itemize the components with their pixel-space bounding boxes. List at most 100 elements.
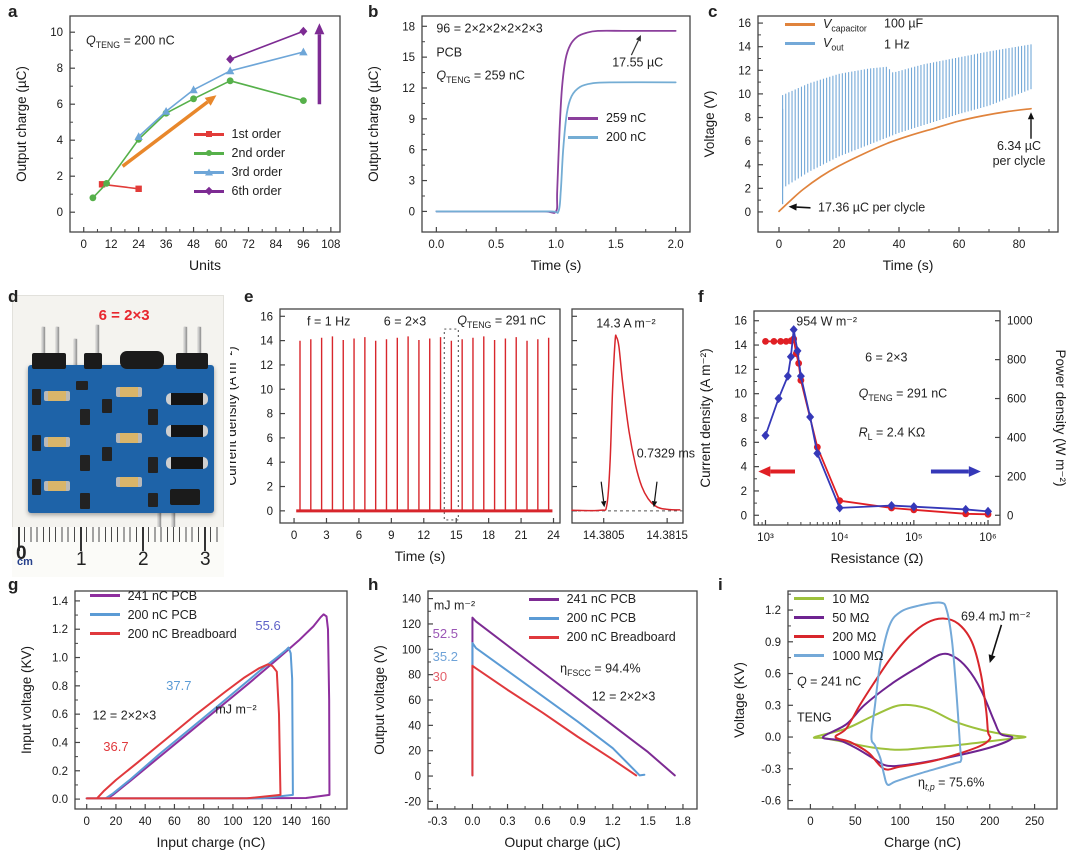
chart-annotation: 55.6 [255,618,281,634]
svg-text:0.9: 0.9 [765,637,781,649]
chart-annotation: 37.7 [166,678,192,694]
panel-letter-i: i [718,575,723,594]
svg-text:1.8: 1.8 [675,816,691,828]
panel-letter-f: f [698,287,704,306]
capacitor [116,387,142,397]
svg-text:12: 12 [738,65,751,77]
svg-text:0: 0 [741,510,747,522]
chart-b: 0.0 0.5 1.0 1.5 2.0 0 3 6 9 12 15 18 Time (s) Output … [360,0,700,285]
svg-text:12: 12 [260,360,273,372]
svg-text:Current density (A m⁻²): Current density (A m⁻²) [698,348,713,487]
ruler: 0 cm 1 2 3 [12,527,224,577]
svg-text:4: 4 [57,135,64,147]
svg-text:100: 100 [223,816,242,828]
chart-annotation: QTENG = 200 nC [86,33,175,51]
chart-annotation: 36.7 [103,739,129,755]
panel-letter-g: g [8,575,19,594]
svg-text:0: 0 [1007,510,1013,522]
svg-text:10: 10 [738,89,751,101]
svg-text:2: 2 [57,171,63,183]
svg-text:84: 84 [270,239,283,251]
chart-annotation: 12 = 2×2×3 [591,689,656,704]
svg-text:0: 0 [776,239,782,251]
svg-text:1.2: 1.2 [52,624,68,636]
chart-annotation: 35.2 [432,649,458,665]
pcb-pin [56,327,59,367]
chart-f: 10³ 10⁴ 10⁵ 10⁶ 0 2 4 6 8 10 12 14 16 0 200 400 600 800 10… [690,285,1074,573]
svg-text:0: 0 [267,506,273,518]
ruler-number-0: 0 cm [16,543,33,568]
legend-label: 3rd order [231,165,283,180]
panel-letter-d: d [8,287,19,306]
chart-annotation: 954 W m⁻² [796,314,858,329]
panel-b: b 0.0 0.5 1.0 1.5 2.0 0 3 6 9 12 15 18 Time (s) Outpu… [360,0,700,285]
svg-text:400: 400 [1007,432,1026,444]
chart-annotation: 17.36 µC per clycle [818,200,926,215]
svg-text:40: 40 [139,816,152,828]
capacitor [44,481,70,491]
legend-marker [205,131,212,138]
pcb-photo: 6 = 2×3 [12,295,224,577]
svg-text:14: 14 [734,340,747,352]
svg-text:10⁶: 10⁶ [979,532,997,544]
svg-text:0: 0 [57,207,63,219]
panel-letter-a: a [8,2,18,21]
legend-label: 241 nC PCB [127,588,198,603]
legend-line-sample [193,150,224,157]
svg-text:6: 6 [57,99,63,111]
svg-text:10: 10 [50,27,63,39]
legend-line-sample [528,635,559,639]
chart-annotation: 69.4 mJ m⁻² [961,609,1031,624]
chart-annotation: ηt,p = 75.6% [918,775,985,792]
chart-annotation: PCB [436,45,463,60]
panel-h: h -0.3 0.0 0.3 0.6 0.9 1.2 1.5 1.8 -20 0 20 40 60 80 1… [360,573,710,858]
svg-text:Power density (W m⁻²): Power density (W m⁻²) [1053,350,1068,487]
svg-text:0.9: 0.9 [570,816,586,828]
panel-letter-h: h [368,575,379,594]
panel-letter-c: c [708,2,718,21]
svg-text:0.0: 0.0 [52,794,68,806]
svg-text:Voltage (KV): Voltage (KV) [732,662,747,738]
svg-text:16: 16 [260,311,273,323]
legend-label: 6th order [231,184,282,199]
panel-i: i 0 50 100 150 200 250 -0.6 -0.3 0.0 0.3 0.6 0.9 1.2… [710,573,1074,858]
smd-component [102,399,112,413]
legend-label: 1st order [231,127,281,142]
svg-text:Charge (nC): Charge (nC) [884,834,961,850]
svg-text:Ouput charge (µC): Ouput charge (µC) [504,834,620,850]
panel-c: c 0 20 40 60 80 0 2 4 6 8 10 12 14 16 Time (s) Voltage … [700,0,1074,285]
svg-text:Voltage (V): Voltage (V) [702,91,717,158]
svg-text:6: 6 [356,530,362,542]
svg-text:60: 60 [215,239,228,251]
svg-text:0.8: 0.8 [52,681,68,693]
svg-text:12: 12 [734,364,747,376]
svg-text:8: 8 [57,63,63,75]
chart-svg-c: 0 20 40 60 80 0 2 4 6 8 10 12 14 16 Time (s) Voltage (V… [702,15,1059,273]
svg-text:14.3805: 14.3805 [583,530,625,542]
svg-text:8: 8 [745,113,751,125]
svg-text:0: 0 [807,816,813,828]
chart-legend: 10 MΩ 50 MΩ 200 MΩ 1000 MΩ [794,589,883,665]
svg-text:80: 80 [408,670,421,682]
chart-annotation: 17.55 µC [612,55,664,70]
smd-component [148,457,158,473]
svg-text:40: 40 [893,239,906,251]
chart-annotation: QTENG = 291 nC [858,386,948,403]
chart-legend: Vcapacitor Vout [785,15,867,53]
svg-text:4: 4 [745,160,752,172]
chart-annotation: Q = 241 nC [796,674,862,689]
smd-component [148,493,158,507]
svg-text:10: 10 [260,384,273,396]
panel-letter-b: b [368,2,379,21]
chart-svg-g: 0 20 40 60 80 100 120 140 160 0.0 0.2 0.4 0.6 0.8 1.0 1… [19,590,348,850]
svg-text:140: 140 [402,594,421,606]
svg-text:96: 96 [297,239,310,251]
chart-svg-h: -0.3 0.0 0.3 0.6 0.9 1.2 1.5 1.8 -20 0 20 40 60 80 100… [372,590,698,850]
chart-legend: 259 nC 200 nC [567,109,646,147]
svg-text:8: 8 [267,409,273,421]
svg-text:36: 36 [160,239,173,251]
panel-a: a 0 12 24 36 48 60 72 84 96 108 0 2 4 6 8 10 Units Output… [0,0,360,285]
svg-text:250: 250 [1025,816,1044,828]
